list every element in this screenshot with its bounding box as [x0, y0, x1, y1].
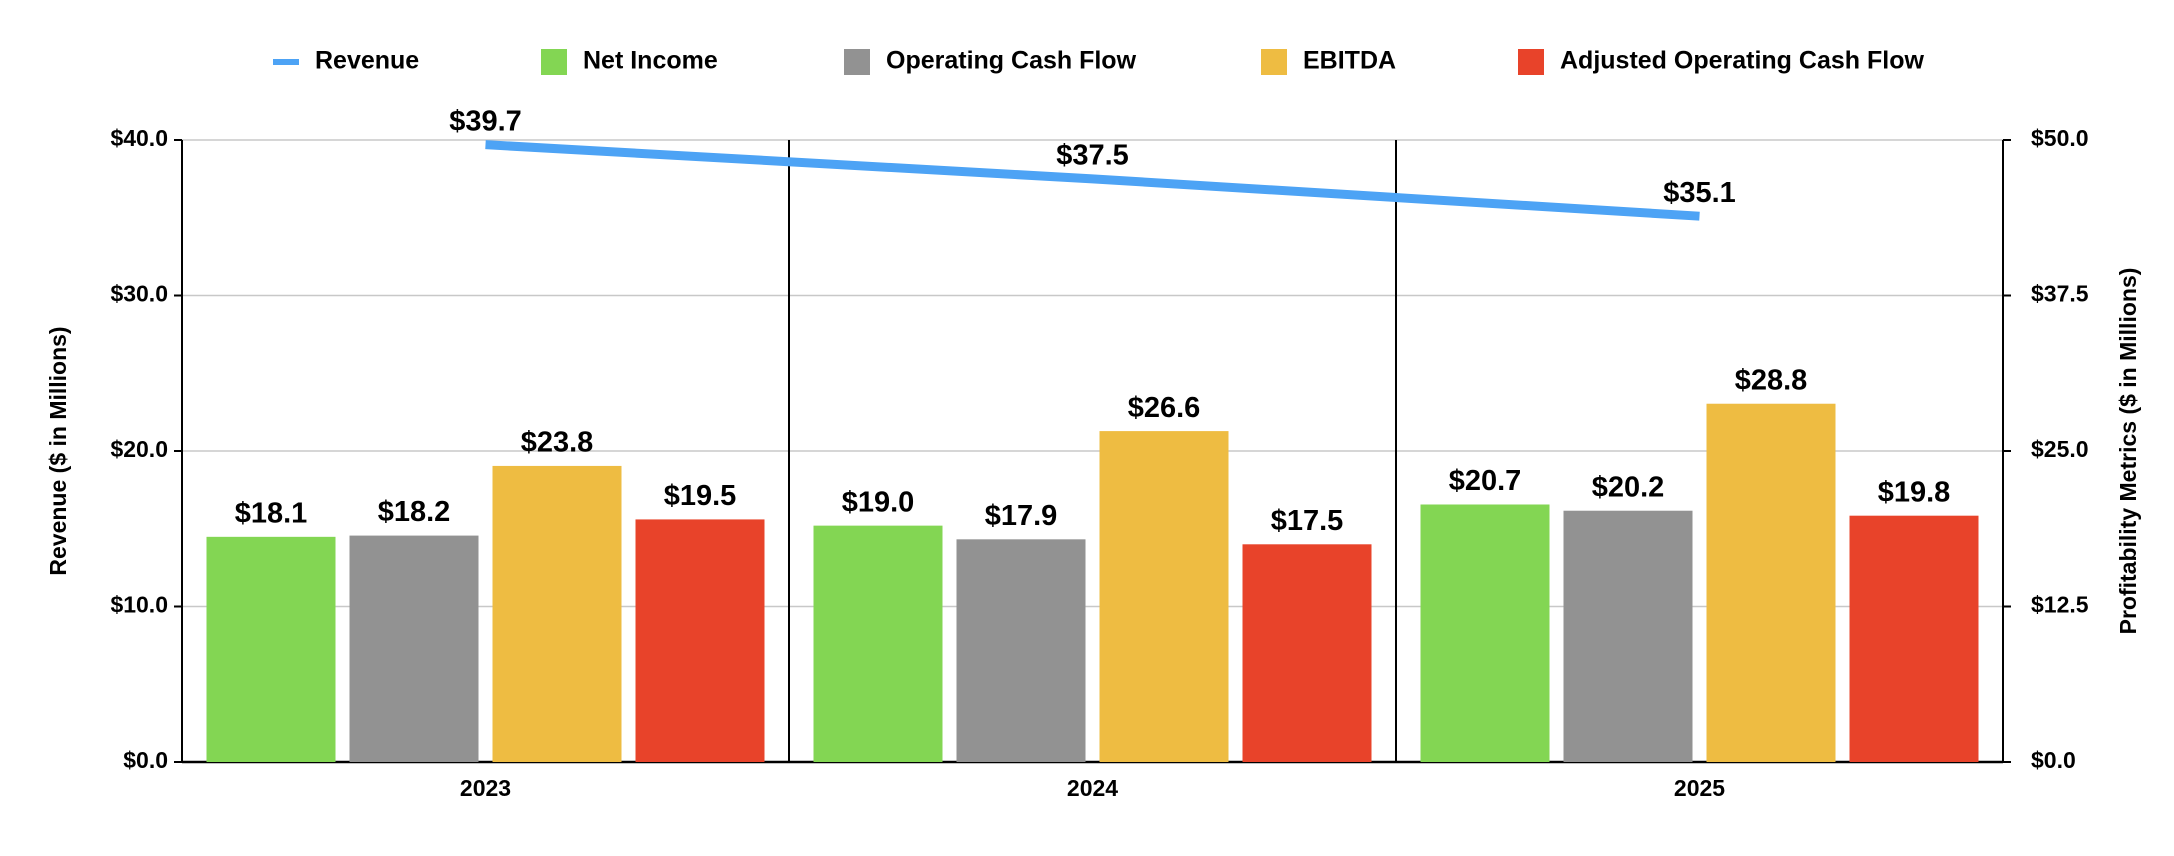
value-label: $17.9 [985, 500, 1058, 532]
value-label: $26.6 [1128, 392, 1201, 424]
legend-label: Revenue [315, 47, 419, 75]
x-tick-label: 2023 [460, 775, 511, 801]
legend-label: Operating Cash Flow [886, 47, 1137, 75]
value-label: $28.8 [1735, 364, 1808, 396]
y2-tick-label: $0.0 [2031, 747, 2076, 773]
legend-swatch [1261, 49, 1287, 75]
y2-tick-label: $25.0 [2031, 436, 2089, 462]
bar [492, 465, 622, 762]
value-label: $20.7 [1449, 465, 1522, 497]
bar [1706, 403, 1836, 762]
y2-tick-label: $12.5 [2031, 592, 2089, 618]
y2-axis-title: Profitability Metrics ($ in Millions) [2115, 268, 2141, 635]
legend-swatch [844, 49, 870, 75]
value-label: $39.7 [449, 105, 522, 137]
bar [206, 536, 336, 762]
legend-label: Net Income [583, 47, 718, 75]
value-label: $17.5 [1271, 505, 1344, 537]
y-tick-label: $20.0 [110, 436, 168, 462]
x-tick-label: 2025 [1674, 775, 1725, 801]
legend-label: Adjusted Operating Cash Flow [1560, 47, 1924, 75]
bar [1420, 504, 1550, 762]
value-label: $18.1 [235, 497, 308, 529]
value-label: $19.0 [842, 486, 915, 518]
legend-swatch [1518, 49, 1544, 75]
y2-tick-label: $50.0 [2031, 125, 2089, 151]
bar [635, 519, 765, 762]
bar [813, 525, 943, 762]
y-tick-label: $40.0 [110, 125, 168, 151]
value-label: $23.8 [521, 427, 594, 459]
y-tick-label: $0.0 [123, 747, 168, 773]
x-tick-label: 2024 [1067, 775, 1118, 801]
y-tick-label: $30.0 [110, 281, 168, 307]
bar [956, 539, 1086, 762]
bar [1563, 510, 1693, 762]
value-label: $35.1 [1663, 177, 1736, 209]
value-label: $19.8 [1878, 476, 1951, 508]
y-tick-label: $10.0 [110, 592, 168, 618]
value-label: $37.5 [1056, 140, 1129, 172]
value-label: $18.2 [378, 496, 451, 528]
legend-label: EBITDA [1303, 47, 1396, 75]
legend-swatch [541, 49, 567, 75]
y-axis-title: Revenue ($ in Millions) [45, 326, 71, 575]
y2-tick-label: $37.5 [2031, 281, 2089, 307]
bar [1242, 544, 1372, 762]
bar [1849, 515, 1979, 762]
value-label: $19.5 [664, 480, 737, 512]
bar [1099, 431, 1229, 762]
bar [349, 535, 479, 762]
line [485, 140, 1700, 221]
value-label: $20.2 [1592, 471, 1665, 503]
